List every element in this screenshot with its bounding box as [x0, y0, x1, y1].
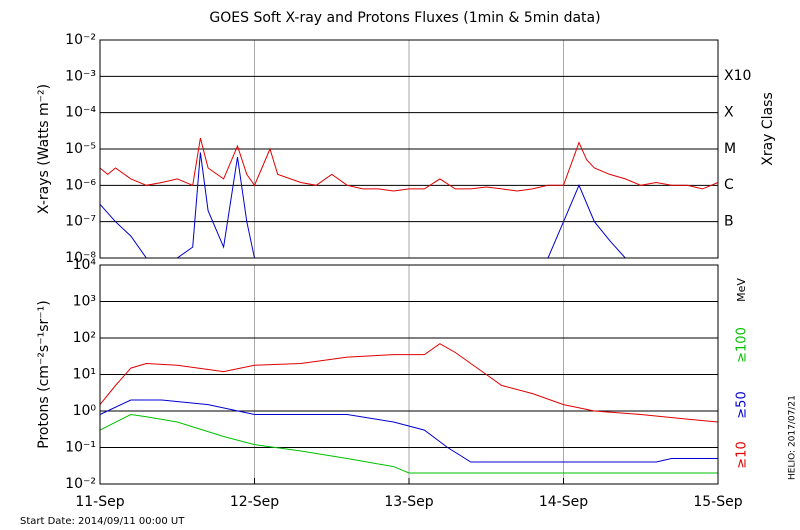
series-line — [99, 343, 719, 423]
y-tick-label: 10⁻⁵ — [65, 141, 96, 157]
stamp: HELIO: 2017/07/21 — [788, 395, 798, 480]
unit-label: MeV — [735, 278, 748, 302]
y-tick-label: 10³ — [73, 294, 96, 310]
x-tick-label: 12-Sep — [230, 494, 279, 510]
right-axis-label: Xray Class — [760, 92, 776, 166]
y-tick-label: 10⁻⁷ — [65, 214, 96, 230]
class-label: X — [724, 105, 734, 121]
y-tick-label: 10⁻⁴ — [65, 105, 96, 121]
x-tick-label: 14-Sep — [539, 494, 588, 510]
series-line — [99, 137, 719, 192]
legend-label: ≥50 — [735, 391, 750, 418]
x-tick-label: 15-Sep — [693, 494, 742, 510]
chart-title: GOES Soft X-ray and Protons Fluxes (1min… — [209, 10, 600, 26]
series-line — [99, 413, 718, 474]
x-tick-label: 11-Sep — [75, 494, 124, 510]
y-tick-label: 10² — [73, 330, 96, 346]
legend-label: ≥100 — [735, 327, 750, 363]
y-tick-label: 10⁻⁸ — [65, 250, 96, 266]
y-tick-label: 10⁻⁶ — [65, 177, 96, 193]
y-tick-label: 10⁻³ — [65, 68, 96, 84]
y-tick-label: 10⁻² — [65, 476, 96, 492]
class-label: B — [724, 214, 734, 230]
y-tick-label: 10¹ — [73, 367, 96, 383]
legend-label: ≥10 — [735, 441, 750, 468]
plot-frame — [99, 39, 719, 259]
y-axis-label: X-rays (Watts m⁻²) — [36, 84, 52, 214]
y-tick-label: 10⁻² — [65, 32, 96, 48]
y-tick-label: 10⁻¹ — [65, 440, 96, 456]
y-axis-label: Protons (cm⁻²s⁻¹sr⁻¹) — [36, 300, 52, 449]
series-line — [99, 399, 718, 463]
class-label: X10 — [724, 68, 751, 84]
y-tick-label: 10⁰ — [73, 403, 97, 419]
x-tick-label: 13-Sep — [384, 494, 433, 510]
class-label: C — [724, 177, 734, 193]
y-tick-label: 10⁴ — [73, 257, 97, 273]
class-label: M — [724, 141, 736, 157]
start-date: Start Date: 2014/09/11 00:00 UT — [20, 516, 185, 527]
